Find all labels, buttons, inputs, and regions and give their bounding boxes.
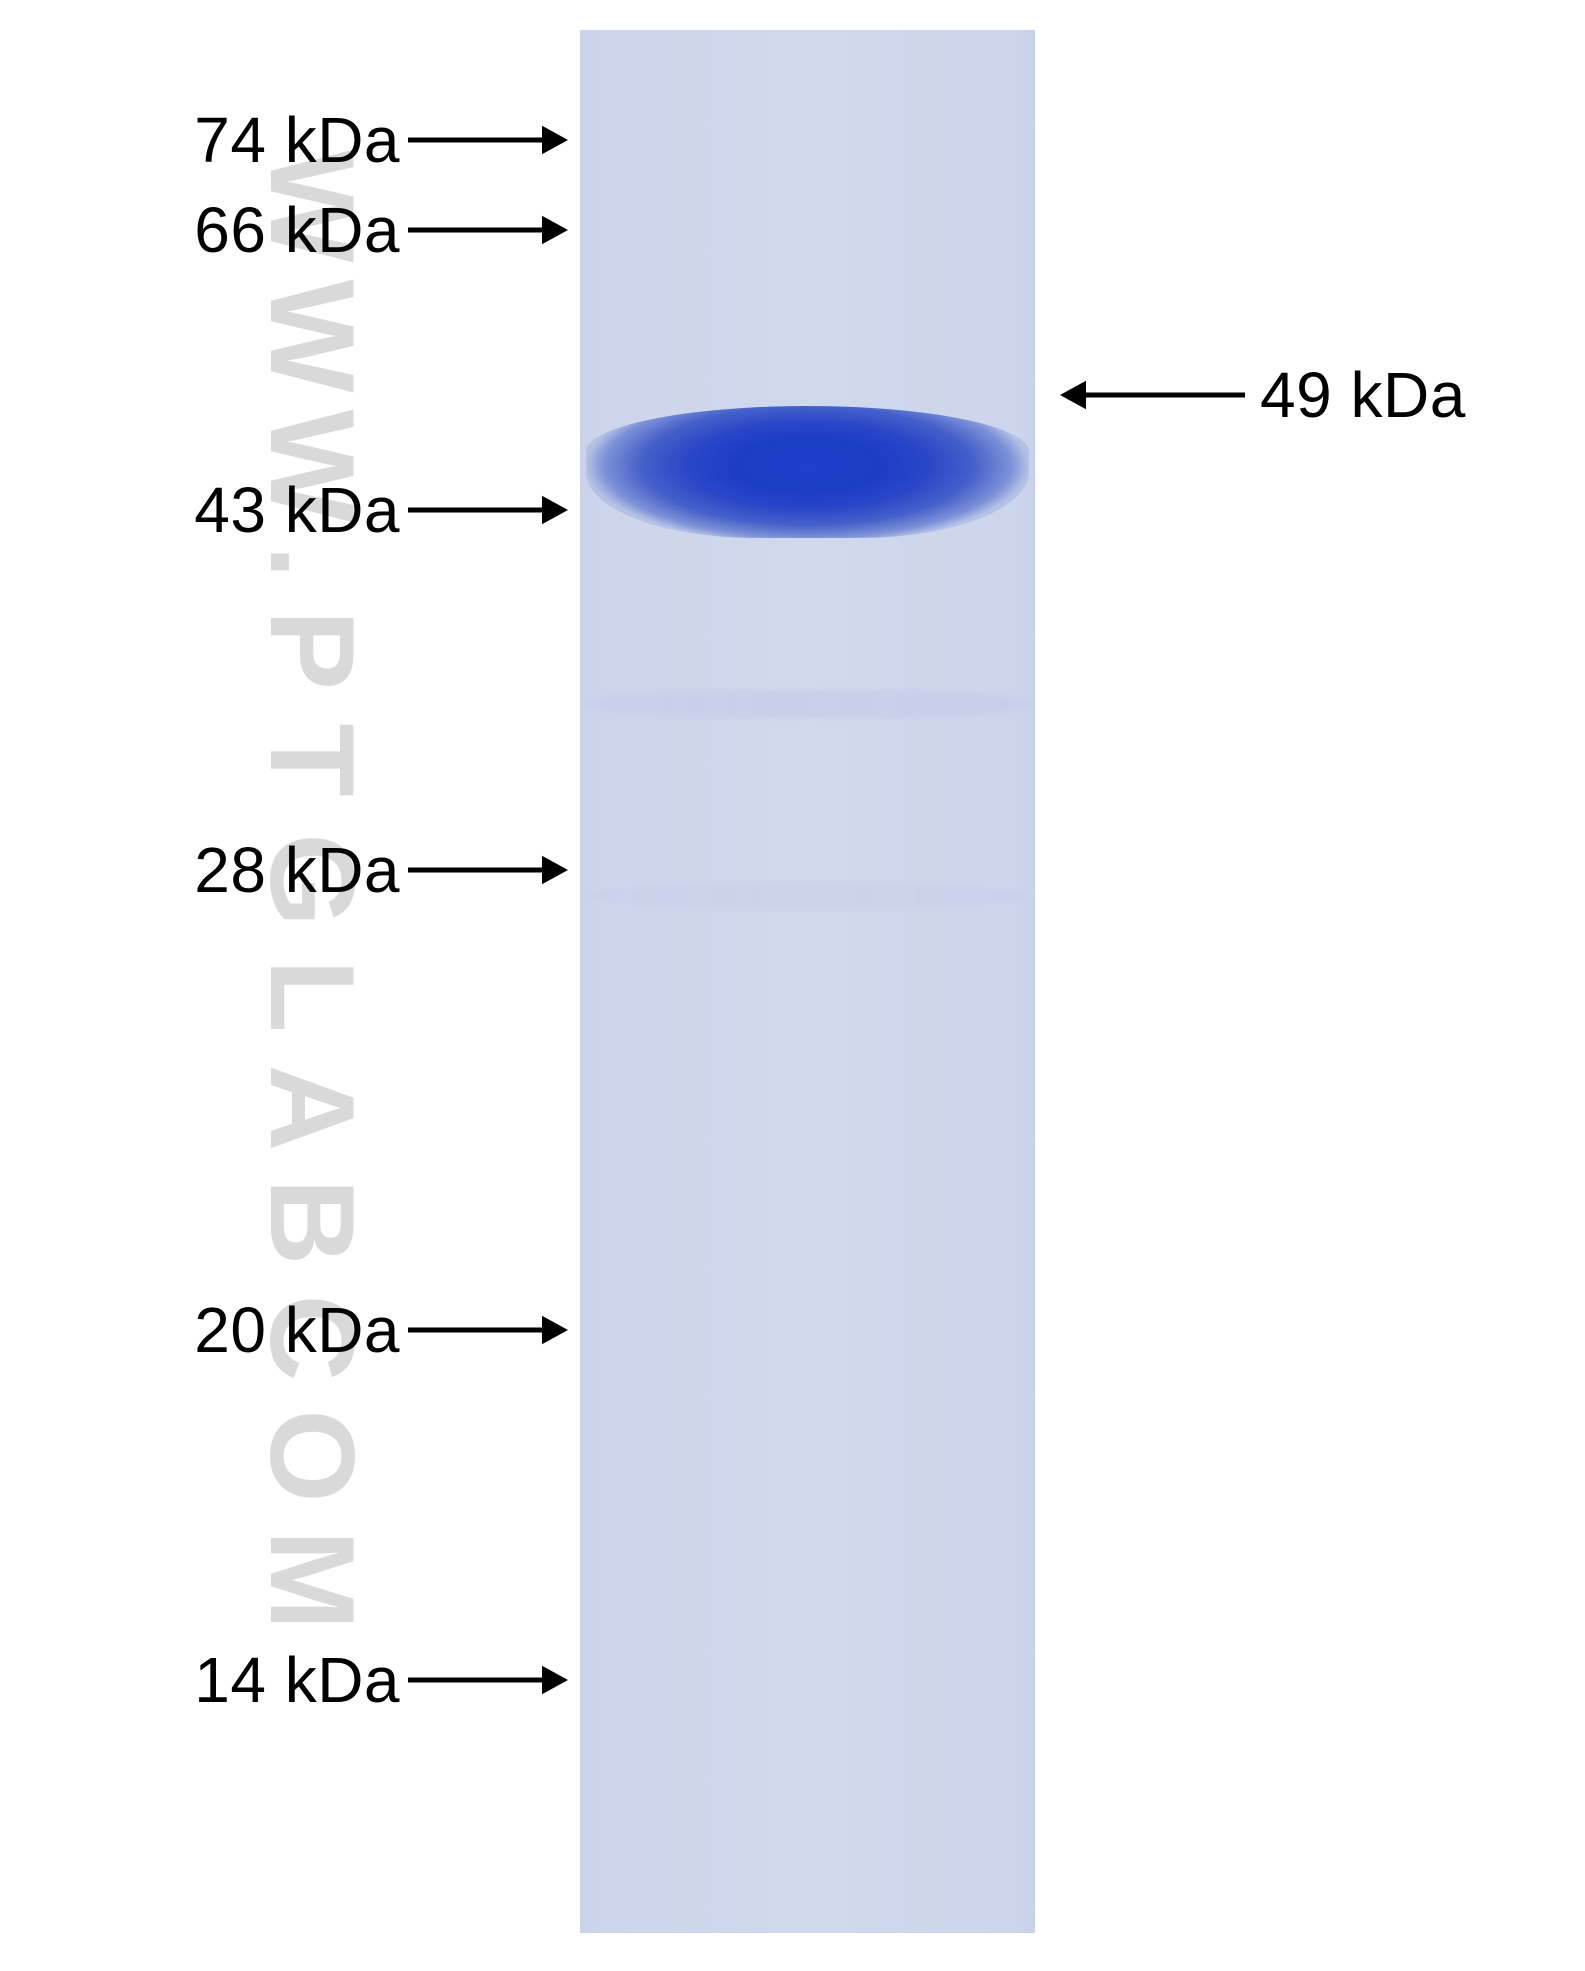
gel-figure: WWW.PTGLABCOM 74 kDa66 kDa43 kDa28 kDa20… bbox=[0, 0, 1585, 1971]
ladder-label: 66 kDa bbox=[194, 193, 400, 267]
ladder-arrow-icon bbox=[380, 480, 596, 540]
ladder-label: 28 kDa bbox=[194, 833, 400, 907]
gel-lane bbox=[580, 30, 1035, 1933]
watermark-glyph: . bbox=[243, 545, 381, 578]
band-main-band bbox=[586, 406, 1029, 538]
target-arrow-icon bbox=[1032, 365, 1273, 425]
watermark-glyph: W bbox=[243, 279, 381, 392]
band-faint-band-1 bbox=[586, 690, 1029, 718]
ladder-arrow-icon bbox=[380, 110, 596, 170]
target-label: 49 kDa bbox=[1260, 358, 1466, 432]
watermark-glyph: T bbox=[243, 723, 381, 796]
ladder-arrow-icon bbox=[380, 200, 596, 260]
watermark-glyph: O bbox=[243, 1409, 381, 1502]
watermark-glyph: B bbox=[243, 1179, 381, 1266]
ladder-label: 74 kDa bbox=[194, 103, 400, 177]
watermark-glyph: P bbox=[243, 610, 381, 690]
ladder-label: 43 kDa bbox=[194, 473, 400, 547]
ladder-arrow-icon bbox=[380, 1650, 596, 1710]
ladder-arrow-icon bbox=[380, 1300, 596, 1360]
band-faint-band-2 bbox=[586, 885, 1029, 907]
ladder-label: 20 kDa bbox=[194, 1293, 400, 1367]
ladder-label: 14 kDa bbox=[194, 1643, 400, 1717]
ladder-arrow-icon bbox=[380, 840, 596, 900]
watermark-glyph: L bbox=[243, 959, 381, 1032]
watermark-glyph: A bbox=[243, 1065, 381, 1152]
watermark-glyph: M bbox=[243, 1530, 381, 1630]
